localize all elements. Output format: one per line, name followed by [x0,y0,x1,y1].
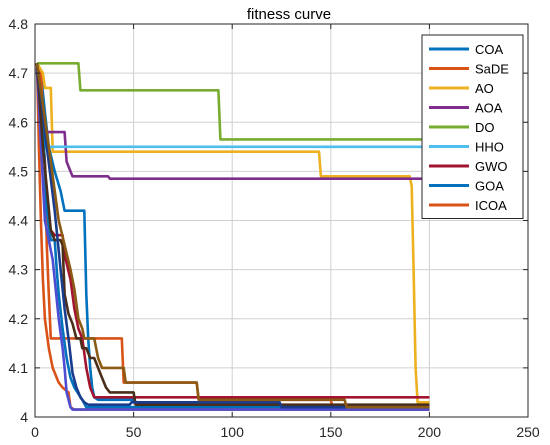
legend-label-do: DO [475,120,495,135]
x-tick-label: 250 [516,424,540,440]
y-tick-label: 4.3 [9,262,29,278]
legend: COA SaDE AO AOA DO HHO GWO GOA ICOA [421,34,524,219]
legend-label-sade: SaDE [475,62,509,77]
x-tick-label: 0 [31,424,39,440]
y-tick-label: 4.1 [9,360,29,376]
x-tick-label: 150 [319,424,343,440]
series-line-extra-11 [35,63,430,409]
legend-label-aoa: AOA [475,101,503,116]
y-tick-label: 4.5 [9,163,29,179]
chart-title: fitness curve [247,6,331,23]
legend-label-goa: GOA [475,179,504,194]
x-tick-label: 50 [126,424,142,440]
y-axis-ticks: 4 4.1 4.2 4.3 4.4 4.5 4.6 4.7 4.8 [9,16,528,425]
legend-label-gwo: GWO [475,159,508,174]
series-layer [35,61,430,411]
x-tick-label: 100 [221,424,245,440]
y-tick-label: 4.2 [9,311,29,327]
y-tick-label: 4.4 [9,213,29,229]
legend-label-hho: HHO [475,140,504,155]
y-tick-label: 4.6 [9,114,29,130]
y-tick-label: 4 [20,409,28,425]
legend-label-ao: AO [475,81,494,96]
series-line-extra-9 [35,68,430,411]
x-tick-label: 200 [418,424,442,440]
series-line-ao [35,62,430,404]
x-axis-ticks: 0 50 100 150 200 250 [31,24,540,440]
legend-label-coa: COA [475,42,504,57]
y-tick-label: 4.8 [9,16,29,32]
series-line-extra-12 [35,63,430,409]
y-tick-label: 4.7 [9,65,29,81]
series-line-do [37,61,430,141]
legend-label-icoa: ICOA [475,198,507,213]
